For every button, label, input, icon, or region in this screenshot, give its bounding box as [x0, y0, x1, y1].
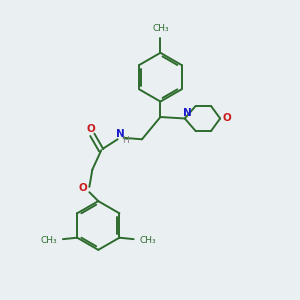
Text: O: O	[79, 183, 87, 193]
Text: O: O	[222, 113, 231, 124]
Text: CH₃: CH₃	[139, 236, 156, 245]
Text: N: N	[116, 129, 124, 139]
Text: CH₃: CH₃	[41, 236, 58, 245]
Text: O: O	[86, 124, 95, 134]
Text: CH₃: CH₃	[152, 25, 169, 34]
Text: H: H	[122, 136, 129, 145]
Text: N: N	[183, 108, 191, 118]
